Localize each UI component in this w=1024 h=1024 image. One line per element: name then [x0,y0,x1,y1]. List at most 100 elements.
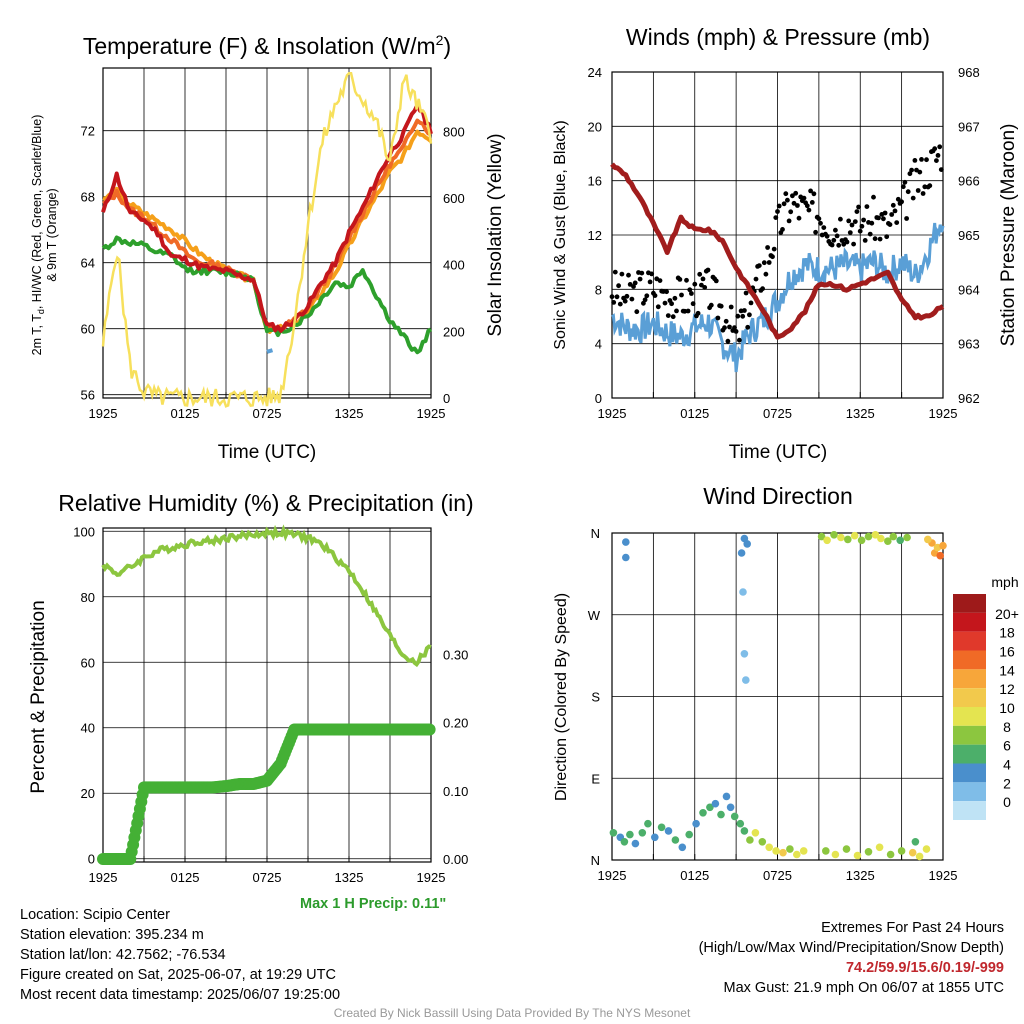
gust-point [689,291,694,296]
gust-point [900,184,906,190]
direction-point [692,819,700,828]
direction-point [739,588,747,596]
direction-point [822,847,830,855]
direction-point [875,843,884,852]
rh-xtick-label: 1925 [89,870,118,885]
gust-point [765,245,770,250]
windchill-line [266,348,274,354]
direction-point [685,830,693,839]
legend-swatch [953,612,986,632]
legend-label: 4 [1003,757,1011,773]
direction-point [726,803,735,812]
direction-point [799,847,808,855]
extremes-title: Extremes For Past 24 Hours [821,920,1004,936]
temp-ytick-label: 60 [81,322,95,337]
gust-point [889,212,895,217]
temp-xtick-label: 0725 [253,406,282,421]
gust-point [927,183,933,189]
direction-point [911,838,920,846]
gust-point [647,279,653,285]
rh-xtick-label: 1925 [417,870,446,885]
temperature-ylabel-line2: & 9m T (Orange) [45,188,59,281]
gust-point [780,227,785,232]
gust-point [829,242,835,248]
direction-point [740,650,749,658]
legend-swatch [953,725,986,745]
direction-point [936,551,944,560]
gust-point [887,222,893,228]
gust-point [609,294,615,300]
direction-point [830,531,838,539]
temp-ytick-label: 56 [81,388,95,403]
location-text: Location: Scipio Center [20,907,170,923]
direction-point [736,819,745,828]
gust-point [677,277,683,282]
pressure-ytick-label: 967 [958,119,980,134]
gust-point [834,233,840,239]
gust-point [760,286,765,292]
temp-series-line [101,103,433,333]
gust-point [856,204,861,210]
gust-point [895,196,901,202]
direction-point [758,838,767,846]
direction-point [751,829,760,837]
gust-point [657,278,663,283]
gust-point [795,203,800,208]
gust-point [937,144,943,150]
gust-point [938,167,944,173]
pressure-ytick-label: 963 [958,337,980,352]
pressure-line [610,162,945,340]
legend-swatch [953,688,986,707]
gust-point [785,197,790,203]
direction-point [924,535,932,544]
direction-point [871,531,880,539]
precip-ytick-label: 0.20 [443,716,468,731]
gust-point [708,302,714,308]
direction-point [837,533,845,542]
gust-point [809,200,815,205]
direction-point [671,836,680,844]
gust-point [742,308,747,313]
gust-point [702,285,708,290]
direction-point [664,827,673,835]
gust-point [907,171,913,177]
gust-point [935,153,941,158]
wind-ytick-label: 20 [588,119,602,134]
rh-ytick-label: 40 [81,721,95,736]
direction-point [922,845,931,853]
precip-ytick-label: 0.10 [443,784,468,799]
legend-label: 6 [1003,738,1011,754]
extremes-info: Extremes For Past 24 Hours (High/Low/Max… [699,918,1004,998]
gust-point [619,271,625,277]
gust-point [831,237,837,243]
direction-point [657,823,666,832]
gust-point [773,215,779,221]
legend-swatch [953,763,986,783]
temperature-title: Temperature (F) & Insolation (W/m2) [83,32,451,59]
gust-point [715,315,721,321]
wind-xtick-label: 1325 [846,406,875,421]
gust-point [818,220,823,226]
direction-point [877,534,885,543]
dir-ytick-label: S [591,690,600,705]
gust-point [611,300,617,305]
winds-title: Winds (mph) & Pressure (mb) [626,24,930,50]
direction-point [817,532,826,541]
gust-point [854,209,860,215]
insol-ytick-label: 400 [443,258,465,273]
insolation-ylabel: Solar Insolation (Yellow) [485,133,506,336]
gust-point [776,203,782,209]
dir-xtick-label: 0125 [680,868,709,883]
direction-point [857,536,866,545]
temp-series-line [101,235,432,355]
gust-point [846,218,852,224]
wind-ytick-label: 8 [595,282,602,297]
direction-point [730,812,739,821]
direction-point [717,810,725,819]
insolation-line [101,72,433,408]
gust-point [639,270,645,276]
gust-point [631,284,636,289]
direction-point [740,827,749,835]
gust-point [912,158,918,163]
